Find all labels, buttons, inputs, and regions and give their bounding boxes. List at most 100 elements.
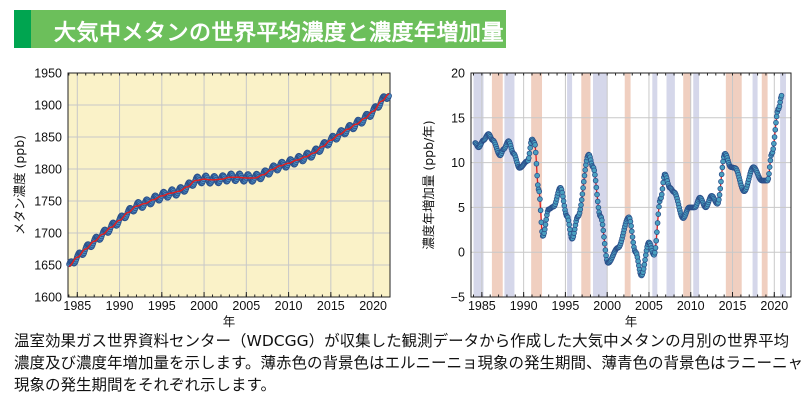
monthly-growth-rate-point	[593, 184, 600, 191]
monthly-growth-rate-point	[538, 219, 545, 226]
monthly-growth-rate-point	[766, 164, 773, 170]
y-tick-label: −5	[451, 291, 465, 305]
monthly-growth-rate-point	[532, 149, 539, 156]
monthly-growth-rate-point	[717, 185, 724, 192]
monthly-growth-rate-point	[599, 221, 606, 228]
monthly-growth-rate-point	[592, 172, 598, 178]
plot-frame	[67, 72, 391, 298]
caption: 温室効果ガス世界資料センター（WDCGG）が収集した観測データから作成した大気中…	[14, 332, 803, 394]
x-tick-label: 1995	[148, 299, 176, 313]
y-axis-label: メタン濃度 (ppb)	[12, 135, 27, 235]
monthly-growth-rate-point	[627, 218, 634, 225]
monthly-growth-rate-point	[629, 234, 636, 240]
el-nino-band	[725, 73, 742, 297]
monthly-growth-rate-point	[560, 193, 566, 200]
x-tick-label: 1985	[468, 299, 496, 313]
monthly-growth-rate-point	[532, 142, 538, 148]
el-nino-band	[581, 73, 591, 297]
y-tick-label: 15	[451, 111, 465, 125]
monthly-growth-rate-point	[594, 198, 601, 205]
la-nina-band	[652, 73, 658, 297]
el-nino-band	[761, 73, 768, 297]
x-tick-label: 2010	[677, 299, 705, 313]
monthly-growth-rate-point	[653, 237, 660, 244]
x-tick-label: 2020	[359, 299, 387, 313]
monthly-growth-rate-point	[718, 171, 725, 178]
monthly-growth-rate-point	[581, 172, 588, 179]
monthly-growth-rate-point	[771, 134, 778, 140]
monthly-growth-rate-point	[772, 126, 779, 133]
el-nino-band	[683, 73, 691, 297]
monthly-growth-rate-point	[773, 113, 780, 120]
y-tick-label: 1800	[34, 163, 62, 177]
monthly-growth-rate-point	[577, 206, 584, 213]
monthly-growth-rate-point	[567, 226, 573, 233]
y-tick-label: 10	[451, 156, 465, 170]
x-tick-label: 2020	[760, 299, 788, 313]
x-tick-label: 1990	[510, 299, 538, 313]
monthly-growth-rate-point	[537, 196, 543, 202]
x-tick-label: 1995	[552, 299, 580, 313]
y-tick-label: 1950	[34, 67, 62, 81]
monthly-growth-rate-point	[582, 167, 588, 173]
x-tick-label: 2000	[190, 299, 218, 313]
growth-rate-series	[472, 92, 785, 279]
trend-line	[68, 93, 390, 268]
monthly-growth-rate-point	[578, 202, 584, 208]
monthly-growth-rate-point	[543, 216, 549, 223]
monthly-growth-rate-point	[719, 164, 726, 171]
x-tick-label: 2005	[232, 299, 260, 313]
monthly-growth-rate-point	[659, 186, 666, 192]
monthly-growth-rate-point	[642, 257, 648, 263]
la-nina-band	[592, 73, 608, 297]
title-accent	[14, 10, 31, 48]
monthly-growth-rate-point	[526, 150, 533, 157]
monthly-growth-rate-point	[654, 229, 660, 235]
monthly-growth-rate-point	[771, 140, 777, 147]
monthly-growth-rate-point	[778, 92, 785, 99]
monthly-growth-rate-point	[599, 217, 605, 223]
y-tick-label: 1750	[34, 195, 62, 209]
x-tick-label: 2015	[317, 299, 345, 313]
x-tick-label: 2015	[719, 299, 747, 313]
monthly-growth-rate-point	[542, 226, 548, 233]
el-nino-band	[624, 73, 631, 297]
y-tick-label: 1700	[34, 227, 62, 241]
monthly-growth-rate-point	[652, 245, 659, 251]
monthly-growth-rate-point	[525, 155, 532, 161]
monthly-growth-rate-point	[566, 221, 572, 228]
monthly-growth-rate-point	[628, 223, 634, 229]
charts: 1985 1990 1995 2000 2005 2010 2015 202016001650…	[12, 67, 792, 329]
monthly-growth-rate-point	[601, 240, 608, 247]
monthly-growth-rate-point	[537, 207, 544, 214]
title-bar: 大気中メタンの世界平均濃度と濃度年増加量	[14, 10, 506, 48]
monthly-growth-rate-point	[630, 239, 637, 246]
monthly-growth-rate-point	[594, 191, 600, 198]
monthly-growth-rate-point	[579, 191, 586, 197]
monthly-growth-rate-point	[773, 119, 779, 126]
monthly-growth-rate-point	[601, 234, 607, 240]
x-tick-label: 1985	[63, 299, 91, 313]
y-axis-label: 濃度年増加量 (ppb/年)	[421, 120, 436, 249]
el-nino-band	[491, 73, 503, 297]
y-tick-label: 1900	[34, 99, 62, 113]
monthly-growth-rate-point	[654, 220, 661, 226]
plot-frame	[470, 72, 792, 298]
monthly-growth-rate-point	[765, 175, 772, 182]
monthly-growth-rate-point	[591, 167, 598, 174]
monthly-growth-rate-point	[642, 252, 649, 258]
la-nina-band	[693, 73, 700, 297]
monthly-growth-rate-point	[716, 196, 722, 203]
monthly-growth-rate-point	[658, 191, 665, 198]
monthly-growth-rate-point	[641, 261, 648, 268]
monthly-growth-rate-point	[580, 185, 586, 191]
y-tick-label: 1850	[34, 131, 62, 145]
page-title: 大気中メタンの世界平均濃度と濃度年増加量	[54, 21, 505, 46]
monthly-growth-rate-point	[560, 198, 567, 204]
monthly-growth-rate-point	[580, 178, 587, 185]
plot-area	[68, 73, 390, 297]
monthly-growth-rate-point	[534, 172, 540, 179]
x-tick-label: 2000	[593, 299, 621, 313]
la-nina-band	[567, 73, 573, 297]
monthly-growth-rate-point	[542, 221, 549, 228]
